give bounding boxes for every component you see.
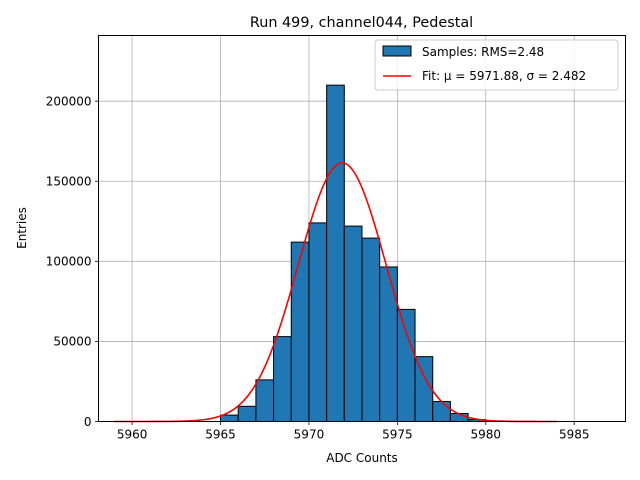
fit-curve-group bbox=[114, 162, 557, 423]
x-axis-ticks: 5960 5965 5970 5975 5980 5985 bbox=[117, 421, 590, 442]
histogram-bar bbox=[326, 84, 345, 422]
legend-frame bbox=[374, 39, 619, 91]
histogram-bars bbox=[220, 84, 487, 423]
legend-samples-swatch bbox=[382, 45, 412, 57]
plot-frame bbox=[98, 35, 626, 422]
histogram-bar bbox=[343, 225, 363, 422]
histogram-bar bbox=[308, 222, 328, 422]
y-tick-label-3: 150000 bbox=[46, 175, 92, 189]
y-tick-label-0: 0 bbox=[84, 415, 92, 429]
x-tick-label-5: 5985 bbox=[559, 428, 590, 442]
x-tick-label-1: 5965 bbox=[205, 428, 236, 442]
histogram-bar bbox=[361, 237, 381, 422]
histogram-bar bbox=[273, 336, 292, 422]
y-tick-label-2: 100000 bbox=[46, 255, 92, 269]
histogram-bar bbox=[290, 241, 310, 422]
legend-samples-label: Samples: RMS=2.48 bbox=[422, 45, 544, 59]
histogram-bar bbox=[432, 400, 451, 422]
legend: Samples: RMS=2.48 Fit: μ = 5971.88, σ = … bbox=[374, 39, 619, 91]
y-axis-label: Entries bbox=[15, 207, 29, 249]
y-tick-label-4: 200000 bbox=[46, 94, 92, 108]
histogram-bar bbox=[396, 308, 416, 422]
histogram-bar bbox=[255, 379, 275, 422]
x-tick-label-3: 5975 bbox=[382, 428, 413, 442]
chart-title: Run 499, channel044, Pedestal bbox=[250, 15, 473, 31]
x-axis-label: ADC Counts bbox=[326, 451, 398, 465]
x-tick-label-0: 5960 bbox=[117, 428, 148, 442]
x-tick-label-2: 5970 bbox=[294, 428, 325, 442]
y-axis-ticks: 0 50000 100000 150000 200000 bbox=[46, 94, 99, 429]
histogram-bar bbox=[237, 405, 257, 423]
x-tick-label-4: 5980 bbox=[471, 428, 502, 442]
legend-fit-label: Fit: μ = 5971.88, σ = 2.482 bbox=[422, 69, 586, 83]
histogram-bar bbox=[220, 414, 239, 422]
y-tick-label-1: 50000 bbox=[53, 335, 91, 349]
histogram-bar bbox=[414, 356, 434, 422]
histogram-bar bbox=[379, 266, 398, 422]
gaussian-fit-line bbox=[114, 162, 557, 423]
